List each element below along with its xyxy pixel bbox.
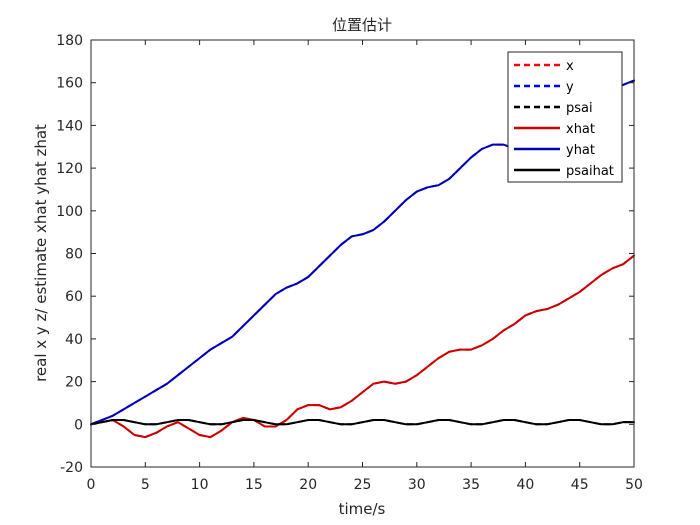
x-tick-label: 25 [354,477,372,493]
x-axis-label: time/s [339,500,386,518]
y-tick-label: 100 [56,204,83,220]
legend-label-xhat: xhat [566,122,595,137]
x-tick-label: 30 [408,477,426,493]
x-tick-label: 20 [299,477,317,493]
y-tick-label: 180 [56,33,83,49]
x-tick-label: 40 [516,477,534,493]
x-tick-label: 5 [141,477,150,493]
y-tick-label: 120 [56,161,83,177]
y-axis-label: real x y z/ estimate xhat yhat zhat [32,124,50,382]
legend-label-psaihat: psaihat [566,164,614,179]
y-tick-label: -20 [60,460,83,476]
y-tick-label: 80 [65,247,83,263]
legend-label-x: x [566,59,574,74]
x-tick-label: 50 [625,477,643,493]
y-tick-label: 160 [56,76,83,92]
legend: xy psai xhat yhat psaihat [507,51,623,183]
y-tick-label: 20 [65,375,83,391]
legend-label-yhat: yhat [566,143,595,158]
y-axis-ticks: -20 0 20 40 60 80 100 120 140 160 180 [56,33,634,476]
x-tick-label: 15 [245,477,263,493]
legend-label-psai: psai [566,101,593,116]
y-tick-label: 0 [74,417,83,433]
x-tick-label: 45 [571,477,589,493]
x-tick-label: 0 [87,477,96,493]
series-line-xhat [90,254,635,439]
y-tick-label: 40 [65,332,83,348]
y-tick-label: 60 [65,289,83,305]
legend-label-y: y [566,80,574,95]
series-line-psaihat [90,419,635,426]
y-tick-label: 140 [56,118,83,134]
legend-box [507,51,623,183]
x-tick-label: 35 [462,477,480,493]
chart-title: 位置估计 [332,16,392,34]
x-tick-label: 10 [191,477,209,493]
x-axis-ticks: 0 5 10 15 20 25 30 35 40 45 50 [87,40,643,493]
series-layer [90,79,635,439]
